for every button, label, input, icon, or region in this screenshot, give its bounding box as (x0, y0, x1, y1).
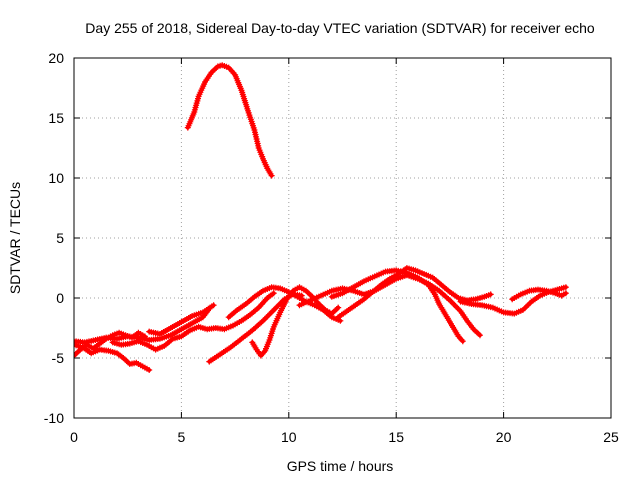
y-tick-label: -10 (44, 410, 64, 426)
data-point (459, 338, 466, 345)
y-tick-label: 5 (56, 230, 64, 246)
y-tick-label: 10 (48, 170, 64, 186)
data-point (146, 367, 153, 373)
x-axis-title: GPS time / hours (287, 458, 394, 474)
y-tick-label: 15 (48, 110, 64, 126)
y-tick-label: 0 (56, 290, 64, 306)
data-point (562, 290, 569, 297)
data-point (487, 291, 494, 298)
series-arc-1 (184, 62, 275, 179)
series-band (185, 63, 274, 178)
series-arc-10 (296, 272, 483, 339)
series-arc-3 (74, 341, 153, 373)
x-tick-label: 15 (388, 429, 404, 445)
x-axis-ticks: 0 5 10 15 20 25 (70, 58, 619, 445)
data-point (268, 172, 275, 179)
data-point (562, 284, 569, 291)
x-tick-label: 5 (178, 429, 186, 445)
data-point (270, 290, 277, 297)
grid (74, 58, 611, 418)
data-layer (74, 62, 569, 373)
x-tick-label: 0 (70, 429, 78, 445)
series-arc-4 (74, 305, 213, 346)
y-axis-ticks: -10 -5 0 5 10 15 20 (44, 50, 611, 426)
y-tick-label: -5 (52, 350, 65, 366)
x-tick-label: 25 (603, 429, 619, 445)
series-arc-14 (509, 286, 569, 303)
y-axis-title: SDTVAR / TECUs (7, 182, 23, 294)
x-tick-label: 20 (496, 429, 512, 445)
series-arc-13 (457, 284, 569, 317)
series-arc-6 (146, 302, 217, 337)
y-tick-label: 20 (48, 50, 64, 66)
x-tick-label: 10 (281, 429, 297, 445)
data-point (210, 302, 217, 309)
series-arc-5 (109, 290, 277, 353)
data-point (476, 332, 483, 339)
data-point (335, 304, 342, 311)
chart-title: Day 255 of 2018, Sidereal Day-to-day VTE… (85, 20, 595, 36)
